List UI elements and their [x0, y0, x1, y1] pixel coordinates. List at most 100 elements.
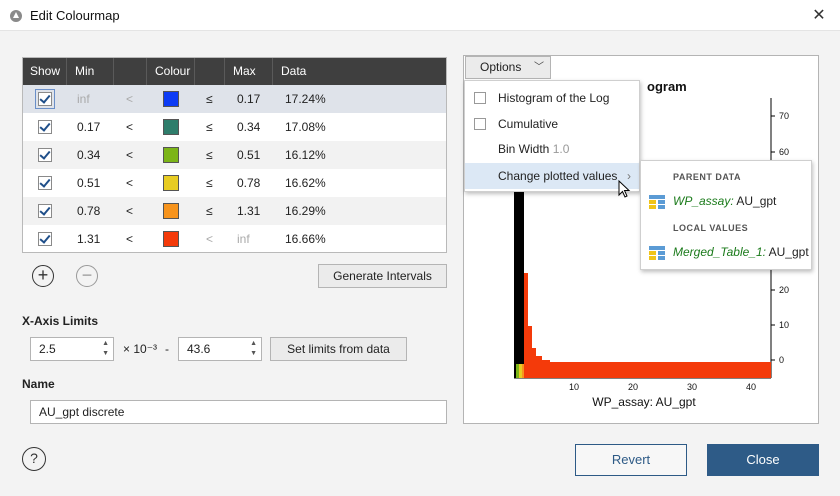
name-label: Name: [22, 377, 55, 391]
show-checkbox[interactable]: [38, 120, 52, 134]
show-checkbox[interactable]: [38, 232, 52, 246]
x-tick-label: 30: [687, 382, 697, 392]
table-row[interactable]: 0.17 < ≤ 0.34 17.08%: [23, 113, 446, 141]
header-max: Max: [225, 58, 273, 85]
help-button[interactable]: ?: [22, 447, 46, 471]
histogram-bar: [519, 364, 522, 378]
histogram-bar: [524, 273, 528, 378]
spin-up-icon[interactable]: ▲: [102, 340, 109, 347]
lt-cell: <: [126, 204, 134, 218]
max-cell[interactable]: 0.34: [237, 120, 261, 134]
table-row[interactable]: 1.31 < < inf 16.66%: [23, 225, 446, 253]
revert-button[interactable]: Revert: [575, 444, 687, 476]
options-menu: Histogram of the Log Cumulative Bin Widt…: [464, 80, 640, 192]
y-tick-label: 0: [779, 355, 784, 365]
histogram-bar: [536, 356, 542, 378]
remove-interval-button[interactable]: −: [76, 265, 98, 287]
lt-cell: <: [126, 232, 134, 246]
colour-swatch[interactable]: [163, 175, 179, 191]
app-logo-icon: [10, 10, 22, 22]
lt-cell: <: [126, 120, 134, 134]
show-checkbox[interactable]: [38, 204, 52, 218]
histogram-bar: [550, 362, 771, 378]
table-icon: [649, 194, 665, 209]
header-show: Show: [23, 58, 67, 85]
submenu-item-wp-assay[interactable]: WP_assay: AU_gpt: [649, 191, 776, 211]
header-lt: [114, 58, 147, 85]
min-cell[interactable]: 1.31: [77, 232, 101, 246]
submenu-item-merged-table[interactable]: Merged_Table_1: AU_gpt: [649, 242, 809, 262]
field-name: AU_gpt: [733, 194, 777, 208]
colour-swatch[interactable]: [163, 147, 179, 163]
window-close-icon[interactable]: ✕: [812, 7, 826, 24]
table-row[interactable]: 0.34 < ≤ 0.51 16.12%: [23, 141, 446, 169]
chart-title: ogram: [647, 79, 687, 94]
le-cell: ≤: [206, 120, 213, 134]
min-cell[interactable]: 0.51: [77, 176, 101, 190]
lt-cell: <: [126, 148, 134, 162]
max-cell[interactable]: 1.31: [237, 204, 261, 218]
histogram-log-checkbox[interactable]: [474, 92, 486, 104]
lt-cell: <: [126, 92, 134, 106]
table-row[interactable]: 0.51 < ≤ 0.78 16.62%: [23, 169, 446, 197]
options-label: Options: [480, 60, 522, 74]
menu-item-cumulative[interactable]: Cumulative: [465, 111, 639, 137]
min-cell[interactable]: 0.17: [77, 120, 101, 134]
max-cell[interactable]: 0.78: [237, 176, 261, 190]
header-le: [195, 58, 225, 85]
name-input[interactable]: AU_gpt discrete: [30, 400, 447, 424]
range-separator: -: [165, 342, 169, 356]
parent-data-header: PARENT DATA: [673, 172, 741, 182]
x-tick-label: 10: [569, 382, 579, 392]
histogram-bar: [528, 326, 532, 378]
close-button[interactable]: Close: [707, 444, 819, 476]
min-cell[interactable]: 0.34: [77, 148, 101, 162]
options-dropdown-button[interactable]: Options ﹀: [465, 56, 551, 79]
colour-swatch[interactable]: [163, 203, 179, 219]
cumulative-checkbox[interactable]: [474, 118, 486, 130]
spin-down-icon[interactable]: ▼: [250, 350, 257, 357]
menu-item-label: Change plotted values: [498, 169, 618, 183]
menu-item-change-plotted-values[interactable]: Change plotted values ›: [465, 163, 639, 189]
colour-swatch[interactable]: [163, 91, 179, 107]
colour-swatch[interactable]: [163, 231, 179, 247]
menu-item-label: Bin Width: [498, 142, 550, 156]
menu-item-label: Cumulative: [498, 117, 559, 131]
header-data: Data: [281, 64, 307, 78]
show-checkbox[interactable]: [38, 148, 52, 162]
data-cell: 16.62%: [285, 176, 326, 190]
x-tick-label: 40: [746, 382, 756, 392]
x-tick-label: 20: [628, 382, 638, 392]
colourmap-table: Show Min Colour Max Data inf < ≤ 0.17 17…: [22, 57, 447, 253]
menu-item-bin-width[interactable]: Bin Width 1.0: [465, 136, 639, 162]
spin-up-icon[interactable]: ▲: [250, 340, 257, 347]
title-bar: Edit Colourmap ✕: [0, 0, 840, 31]
table-row[interactable]: 0.78 < ≤ 1.31 16.29%: [23, 197, 446, 225]
x-min-spinbox[interactable]: 2.5 ▲ ▼: [30, 337, 114, 361]
x-multiplier: × 10⁻³: [123, 342, 158, 356]
table-row[interactable]: inf < ≤ 0.17 17.24%: [23, 85, 446, 113]
x-max-spinbox[interactable]: 43.6 ▲ ▼: [178, 337, 262, 361]
set-limits-button[interactable]: Set limits from data: [270, 337, 407, 361]
max-cell[interactable]: 0.17: [237, 92, 261, 106]
min-cell[interactable]: 0.78: [77, 204, 101, 218]
add-interval-button[interactable]: +: [32, 265, 54, 287]
data-cell: 16.66%: [285, 232, 326, 246]
le-cell: ≤: [206, 92, 213, 106]
show-checkbox[interactable]: [38, 176, 52, 190]
min-cell[interactable]: inf: [77, 92, 90, 106]
source-name: Merged_Table_1:: [673, 245, 766, 259]
colour-swatch[interactable]: [163, 119, 179, 135]
le-cell: ≤: [206, 148, 213, 162]
y-tick-label: 70: [779, 111, 789, 121]
spin-down-icon[interactable]: ▼: [102, 350, 109, 357]
data-cell: 16.12%: [285, 148, 326, 162]
mouse-pointer-icon: [618, 180, 631, 198]
header-colour: Colour: [147, 58, 195, 85]
plotted-values-submenu: PARENT DATA WP_assay: AU_gpt LOCAL VALUE…: [640, 160, 812, 270]
menu-item-histogram-log[interactable]: Histogram of the Log: [465, 85, 639, 111]
show-checkbox[interactable]: [35, 89, 55, 109]
generate-intervals-button[interactable]: Generate Intervals: [318, 264, 447, 288]
max-cell[interactable]: 0.51: [237, 148, 261, 162]
max-cell[interactable]: inf: [237, 232, 250, 246]
